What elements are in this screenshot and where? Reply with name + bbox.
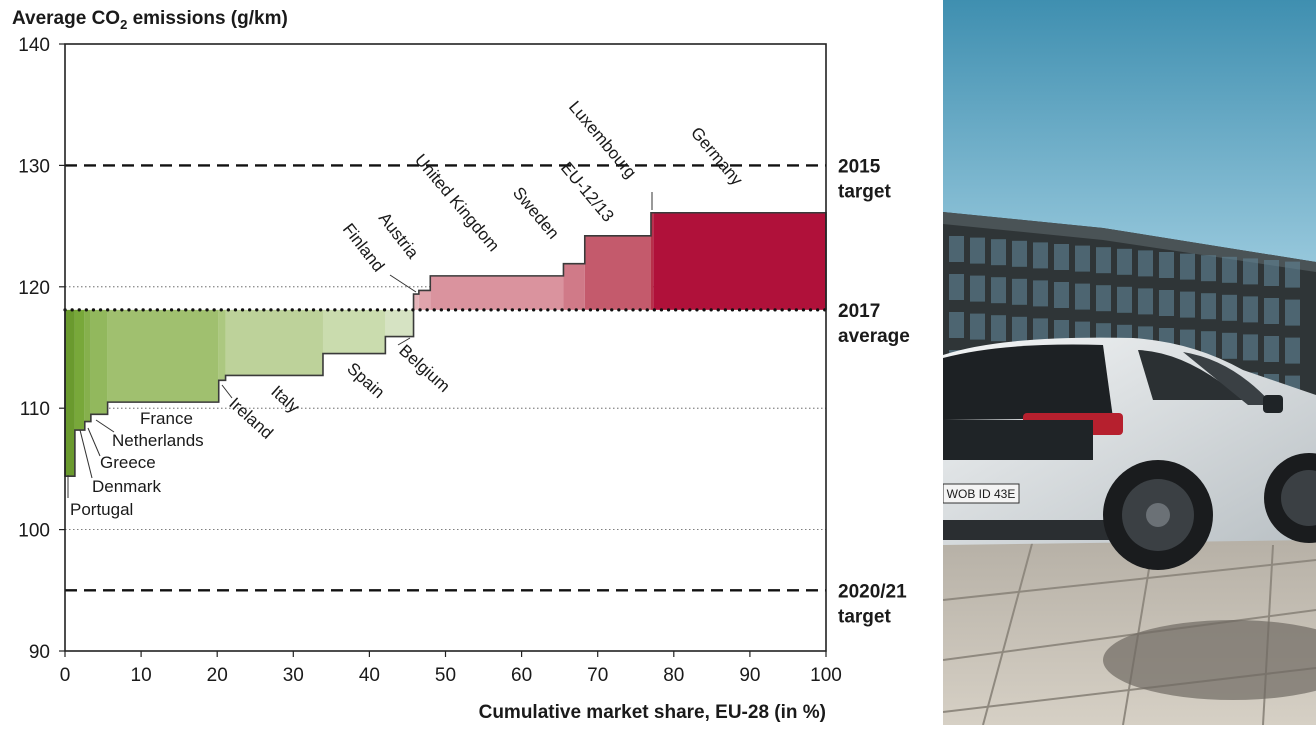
bar-sweden [563, 263, 585, 310]
car-shadow [1103, 620, 1316, 700]
car-photo: WOB ID 43E [942, 0, 1316, 726]
bar-italy [225, 309, 323, 376]
x-tick-60: 60 [511, 665, 532, 686]
x-tick-90: 90 [739, 665, 760, 686]
ref-label-2015-target-line1: 2015 [838, 156, 881, 177]
label-eu-12-13: EU-12/13 [557, 158, 618, 225]
leader-denmark [79, 429, 93, 479]
x-tick-40: 40 [359, 665, 380, 686]
x-tick-70: 70 [587, 665, 608, 686]
bar-finland [413, 294, 419, 310]
leader-ireland [221, 384, 233, 399]
bar-luxembourg [650, 212, 654, 310]
x-tick-80: 80 [663, 665, 684, 686]
x-tick-50: 50 [435, 665, 456, 686]
license-plate: WOB ID 43E [947, 487, 1016, 501]
leader-belgium [397, 337, 411, 346]
step-chart: Average CO2 emissions (g/km) 2015 target 2… [12, 8, 910, 723]
ref-label-2020-21-target-line1: 2020/21 [838, 581, 907, 602]
label-germany: Germany [687, 123, 747, 189]
bar-united-kingdom [430, 275, 564, 310]
bar-denmark [74, 309, 85, 431]
bar-greece [84, 309, 91, 422]
bar-france [107, 309, 219, 403]
y-tick-120: 120 [18, 278, 50, 299]
label-france: France [140, 409, 193, 428]
ref-label-2017-average-line1: 2017 [838, 301, 880, 322]
leader-finland [389, 274, 417, 293]
bar-austria [418, 290, 431, 310]
label-italy: Italy [267, 382, 303, 417]
ref-label-2017-average-line2: average [838, 326, 910, 347]
label-sweden: Sweden [509, 183, 563, 242]
chart-panel: Average CO2 emissions (g/km) 2015 target 2… [12, 8, 910, 723]
bar-spain [322, 309, 386, 354]
leader-greece [87, 427, 101, 457]
x-tick-20: 20 [207, 665, 228, 686]
x-tick-30: 30 [283, 665, 304, 686]
label-netherlands: Netherlands [112, 431, 204, 450]
leader-netherlands [95, 419, 115, 433]
bar-belgium [385, 309, 414, 337]
bar-ireland [218, 309, 226, 381]
bar-eu-12-13 [584, 235, 651, 310]
ref-label-2015-target-line2: target [838, 181, 891, 202]
bar-portugal [65, 309, 75, 477]
x-tick-10: 10 [131, 665, 152, 686]
label-belgium: Belgium [395, 341, 453, 396]
bar-germany [653, 212, 826, 310]
ref-label-2020-21-target-line2: target [838, 606, 891, 627]
x-axis-label: Cumulative market share, EU-28 (in %) [479, 702, 826, 723]
label-greece: Greece [100, 453, 156, 472]
y-tick-100: 100 [18, 521, 50, 542]
label-spain: Spain [343, 359, 388, 402]
step-outline [64, 211, 827, 477]
label-portugal: Portugal [70, 500, 133, 519]
x-tick-100: 100 [810, 665, 842, 686]
y-tick-90: 90 [29, 642, 50, 663]
y-tick-130: 130 [18, 156, 50, 177]
y-tick-110: 110 [20, 399, 50, 420]
label-denmark: Denmark [92, 477, 161, 496]
bar-netherlands [90, 309, 108, 415]
y-tick-140: 140 [18, 35, 50, 56]
label-ireland: Ireland [225, 394, 276, 443]
label-finland: Finland [339, 220, 388, 276]
car: WOB ID 43E [942, 337, 1316, 570]
x-tick-0: 0 [60, 665, 71, 686]
chart-title: Average CO2 emissions (g/km) [12, 8, 288, 32]
